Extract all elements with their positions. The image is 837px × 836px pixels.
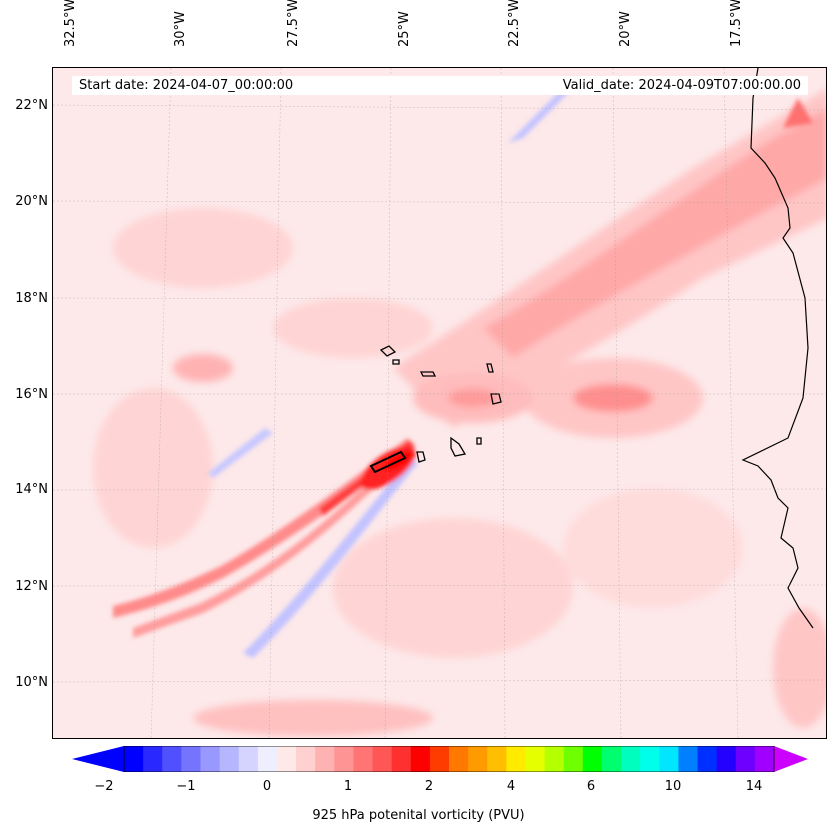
lon-label-20w: 20°W — [618, 11, 633, 47]
colorbar-cell — [621, 746, 641, 772]
cbar-tick-neg1: −1 — [176, 779, 196, 794]
colorbar-cell — [735, 746, 756, 772]
colorbar-max-arrow — [774, 746, 808, 772]
lat-label-20n: 20°N — [15, 194, 48, 209]
islands — [369, 345, 502, 474]
gridlines — [53, 68, 826, 738]
lon-label-27.5w: 27.5°W — [286, 0, 301, 47]
colorbar-cell — [582, 746, 603, 772]
colorbar — [72, 746, 808, 772]
lat-label-22n: 22°N — [15, 98, 48, 113]
colorbar-cell — [181, 746, 201, 772]
colorbar-cell — [716, 746, 737, 772]
cbar-tick-1: 1 — [343, 779, 353, 794]
pv-map — [52, 67, 827, 739]
colorbar-min-arrow — [72, 746, 124, 772]
header-bar — [72, 76, 808, 95]
colorbar-cell — [124, 746, 144, 772]
colorbar-cell — [219, 746, 240, 772]
cbar-tick-14: 14 — [745, 779, 763, 794]
lat-label-10n: 10°N — [15, 675, 48, 690]
colorbar-cell — [487, 746, 507, 772]
pv-contours-light — [93, 89, 826, 736]
colorbar-cell — [353, 746, 374, 772]
lat-label-12n: 12°N — [15, 579, 48, 594]
colorbar-cell — [257, 746, 278, 772]
colorbar-cell — [525, 746, 546, 772]
colorbar-cell — [315, 746, 335, 772]
colorbar-cell — [372, 746, 393, 772]
lat-label-18n: 18°N — [15, 291, 48, 306]
colorbar-cell — [468, 746, 488, 772]
colorbar-cell — [276, 746, 297, 772]
lon-label-25w: 25°W — [397, 11, 412, 47]
colorbar-cell — [143, 746, 163, 772]
colorbar-cell — [601, 746, 622, 772]
colorbar-cell — [659, 746, 679, 772]
lon-label-17.5w: 17.5°W — [729, 0, 744, 47]
colorbar-cell — [544, 746, 565, 772]
colorbar-cell — [162, 746, 182, 772]
colorbar-cell — [754, 746, 775, 772]
colorbar-cell — [449, 746, 469, 772]
cbar-tick-4: 4 — [506, 779, 516, 794]
pv-contours-strong — [113, 88, 813, 658]
colorbar-cell — [678, 746, 699, 772]
coastline — [741, 68, 814, 629]
lon-label-30w: 30°W — [173, 11, 188, 47]
colorbar-cell — [200, 746, 221, 772]
colorbar-cell — [296, 746, 316, 772]
colorbar-cell — [391, 746, 412, 772]
colorbar-cell — [563, 746, 584, 772]
colorbar-label: 925 hPa potenital vorticity (PVU) — [312, 808, 525, 823]
colorbar-cell — [334, 746, 354, 772]
colorbar-cell — [640, 746, 660, 772]
valid-date: Valid_date: 2024-04-09T07:00:00.00 — [562, 78, 801, 93]
lon-label-32.5w: 32.5°W — [63, 0, 78, 47]
cbar-tick-2: 2 — [424, 779, 434, 794]
cbar-tick-6: 6 — [586, 779, 596, 794]
lon-label-22.5w: 22.5°W — [507, 0, 522, 47]
cbar-tick-10: 10 — [664, 779, 682, 794]
start-date: Start date: 2024-04-07_00:00:00 — [79, 78, 294, 93]
lat-label-14n: 14°N — [15, 482, 48, 497]
lat-label-16n: 16°N — [15, 387, 48, 402]
pv-field — [53, 68, 826, 738]
colorbar-cell — [506, 746, 526, 772]
cbar-tick-neg2: −2 — [94, 779, 114, 794]
colorbar-cell — [410, 746, 431, 772]
cbar-tick-0: 0 — [262, 779, 272, 794]
colorbar-cell — [429, 746, 450, 772]
colorbar-cell — [238, 746, 259, 772]
colorbar-cell — [697, 746, 718, 772]
